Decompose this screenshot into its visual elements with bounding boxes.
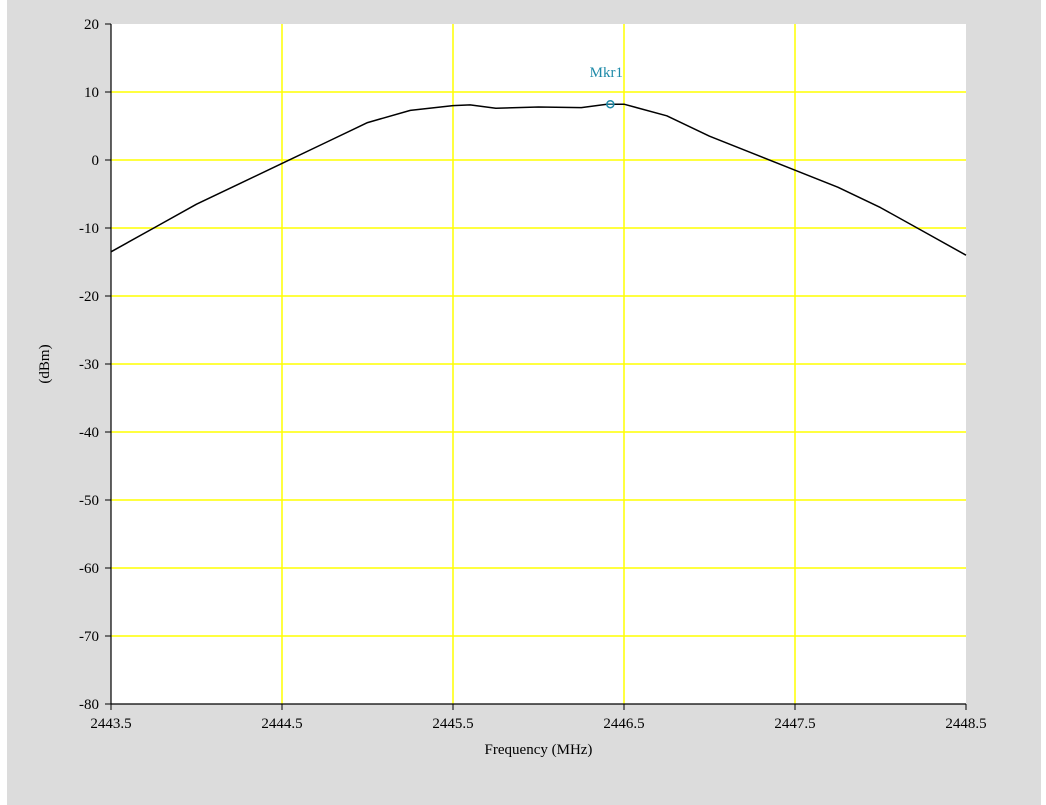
y-tick-label: -30: [79, 357, 99, 373]
axes: 20 10 0 -10 -20 -30 -40 -50 -60 -70 -80 2443.5 2444.…: [79, 17, 987, 732]
y-axis-label: (dBm): [37, 344, 53, 383]
x-tick-label: 2446.5: [603, 716, 644, 732]
marker-layer: Mkr1: [590, 65, 623, 109]
grid-lines: [111, 24, 966, 704]
y-tick-label: -40: [79, 425, 99, 441]
spectrum-trace: [110, 103, 967, 256]
y-tick-label: -20: [79, 289, 99, 305]
x-tick-label: 2448.5: [945, 716, 986, 732]
marker-point: [606, 99, 615, 109]
x-tick-label: 2444.5: [261, 716, 302, 732]
y-tick-label: -50: [79, 493, 99, 509]
y-tick-label: -60: [79, 561, 99, 577]
y-tick-label: 20: [84, 17, 99, 33]
panel-edge: [1041, 0, 1046, 805]
y-tick-label: 10: [84, 85, 99, 101]
trace-layer: [110, 103, 967, 256]
x-tick-label: 2447.5: [774, 716, 815, 732]
y-tick-label: -70: [79, 629, 99, 645]
x-axis-label: Frequency (MHz): [485, 742, 593, 758]
x-tick-label: 2445.5: [432, 716, 473, 732]
y-tick-label: -10: [79, 221, 99, 237]
x-tick-label: 2443.5: [90, 716, 131, 732]
y-tick-label: -80: [79, 697, 99, 713]
marker-label: Mkr1: [590, 65, 623, 81]
y-tick-label: 0: [92, 153, 100, 169]
